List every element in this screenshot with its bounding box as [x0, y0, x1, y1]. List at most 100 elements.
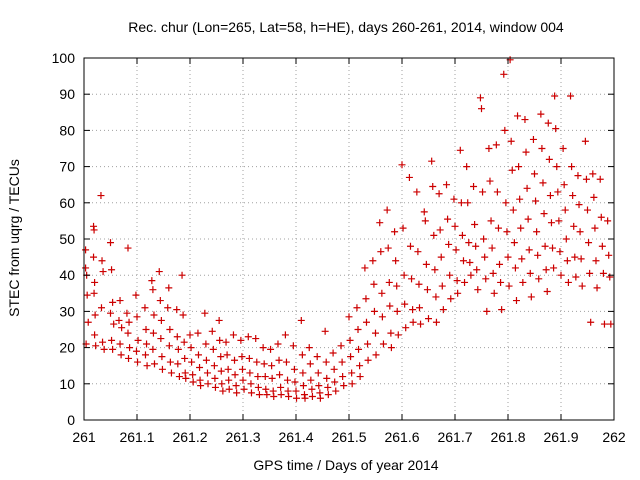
data-point	[215, 316, 223, 324]
data-point	[405, 173, 413, 181]
data-point	[563, 257, 571, 265]
data-point	[240, 385, 248, 393]
data-point	[519, 278, 527, 286]
data-point	[423, 286, 431, 294]
data-point	[156, 297, 164, 305]
data-point	[454, 289, 462, 297]
data-point	[92, 342, 100, 350]
data-point	[109, 345, 117, 353]
data-point	[132, 347, 140, 355]
data-point	[527, 293, 535, 301]
data-point	[463, 163, 471, 171]
data-point	[141, 351, 149, 359]
data-point	[535, 275, 543, 283]
data-point	[561, 206, 569, 214]
data-point	[97, 304, 105, 312]
y-tick-label: 80	[59, 122, 75, 138]
y-axis-label: STEC from uqrg / TECUs	[6, 159, 22, 317]
data-point	[231, 371, 239, 379]
data-point	[150, 311, 158, 319]
x-tick-label: 261.1	[119, 429, 154, 445]
data-point	[511, 264, 519, 272]
data-point	[582, 175, 590, 183]
data-point	[202, 356, 210, 364]
data-point	[354, 326, 362, 333]
data-point	[547, 219, 555, 227]
data-point	[247, 380, 255, 388]
data-point	[437, 253, 445, 261]
data-point	[362, 318, 370, 326]
data-point	[478, 105, 485, 113]
data-point	[514, 112, 522, 120]
data-point	[417, 320, 425, 328]
data-point	[470, 183, 478, 191]
data-point	[425, 315, 432, 323]
data-point	[109, 298, 117, 306]
data-points	[82, 56, 615, 402]
data-point	[167, 369, 175, 377]
data-point	[178, 271, 186, 279]
data-point	[525, 246, 533, 254]
data-point	[400, 271, 408, 279]
data-point	[275, 356, 283, 364]
data-point	[597, 213, 605, 221]
data-point	[436, 226, 444, 234]
data-point	[157, 316, 165, 324]
data-point	[501, 126, 509, 134]
data-point	[83, 291, 91, 299]
data-point	[157, 335, 165, 343]
data-point	[267, 345, 275, 353]
data-point	[99, 268, 107, 276]
data-point	[218, 380, 226, 388]
data-point	[435, 190, 443, 198]
data-point	[512, 297, 520, 305]
data-point	[244, 333, 252, 341]
data-point	[155, 268, 163, 276]
data-point	[447, 295, 455, 303]
data-point	[415, 280, 423, 288]
data-point	[254, 373, 262, 381]
y-tick-label: 90	[59, 86, 75, 102]
data-point	[91, 311, 99, 319]
data-point	[123, 309, 131, 317]
data-point	[488, 244, 496, 252]
data-point	[332, 387, 340, 395]
data-point	[125, 354, 133, 362]
data-point	[383, 206, 391, 214]
data-point	[538, 145, 546, 152]
data-point	[421, 217, 429, 225]
data-point	[590, 193, 598, 201]
data-point	[533, 228, 541, 236]
data-point	[432, 318, 440, 326]
data-point	[551, 92, 559, 100]
data-point	[116, 340, 124, 348]
data-point	[189, 371, 197, 379]
y-tick-label: 30	[59, 303, 75, 319]
data-point	[141, 304, 149, 312]
data-point	[346, 336, 354, 344]
data-point	[364, 356, 372, 364]
data-point	[522, 148, 530, 156]
data-point	[217, 367, 225, 375]
data-point	[180, 338, 188, 346]
data-point	[331, 378, 339, 386]
data-point	[194, 329, 202, 337]
data-point	[245, 354, 253, 362]
data-point	[188, 358, 196, 366]
data-point	[384, 244, 392, 252]
data-point	[134, 336, 142, 344]
data-point	[564, 278, 572, 286]
data-point	[299, 382, 307, 390]
data-point	[238, 365, 246, 373]
data-point	[453, 277, 461, 285]
y-tick-labels: 0 10 20 30 40 50 60 70 80 90 100	[52, 50, 76, 428]
data-point	[208, 327, 216, 335]
data-point	[108, 336, 116, 344]
data-point	[432, 293, 440, 301]
y-tick-label: 20	[59, 340, 75, 356]
x-tick-label: 261.2	[172, 429, 207, 445]
data-point	[268, 362, 276, 370]
data-point	[345, 313, 353, 321]
data-point	[516, 195, 524, 203]
